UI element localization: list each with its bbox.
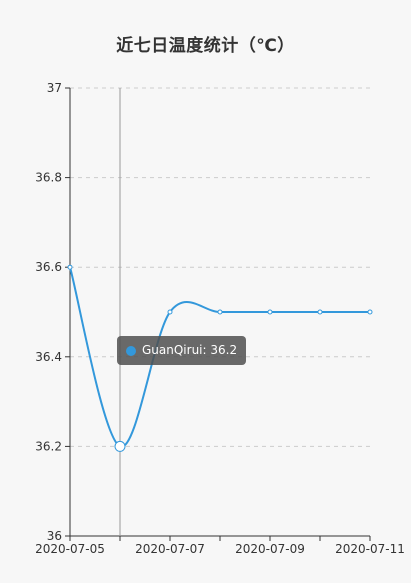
tick-labels: 36 36.2 36.4 36.6 36.8 37 2020-07-05 2020-07-07… — [35, 81, 405, 556]
y-tick-label: 36 — [47, 529, 62, 543]
grid-lines — [70, 87, 370, 447]
tooltip-text: GuanQirui: 36.2 — [142, 343, 238, 357]
data-point[interactable] — [267, 309, 273, 315]
tooltip: GuanQirui: 36.2 — [117, 336, 247, 365]
x-tick-label: 2020-07-09 — [235, 542, 305, 556]
data-point[interactable] — [217, 309, 223, 315]
x-tick-label: 2020-07-07 — [135, 542, 205, 556]
tooltip-series-dot-icon — [126, 345, 136, 356]
x-tick-label: 2020-07-05 — [35, 542, 105, 556]
x-tick-label: 2020-07-11 — [335, 542, 405, 556]
data-point[interactable] — [67, 264, 73, 270]
series-layer[interactable] — [67, 264, 373, 452]
data-point[interactable] — [167, 309, 173, 315]
series-line-guanqirui[interactable] — [69, 266, 370, 448]
axes — [65, 87, 371, 541]
data-point[interactable] — [317, 309, 323, 315]
y-tick-label: 36.4 — [35, 350, 62, 364]
y-tick-label: 36.6 — [35, 260, 62, 274]
y-tick-label: 37 — [47, 81, 62, 95]
data-point[interactable] — [367, 309, 373, 315]
y-tick-label: 36.2 — [35, 439, 62, 453]
chart-title: 近七日温度统计（℃） — [116, 36, 295, 56]
data-point-highlighted[interactable] — [114, 440, 126, 452]
y-tick-label: 36.8 — [35, 171, 62, 185]
